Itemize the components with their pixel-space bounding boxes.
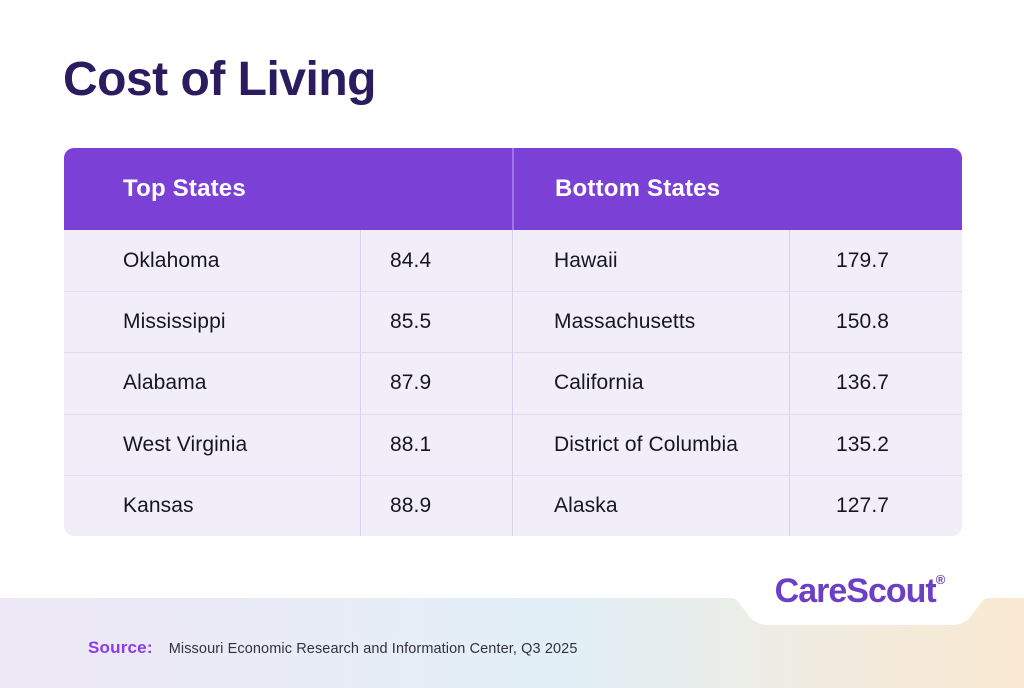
- bottom-states-header: Bottom States: [555, 175, 721, 202]
- state-name: Mississippi: [123, 310, 226, 334]
- carescout-logo-text: CareScout: [774, 572, 937, 610]
- state-value: 87.9: [360, 353, 512, 414]
- source-line: Source: Missouri Economic Research and I…: [88, 638, 577, 658]
- state-name: Kansas: [123, 493, 194, 517]
- top-states-header: Top States: [123, 175, 246, 202]
- source-text: Missouri Economic Research and Informati…: [168, 641, 578, 657]
- state-name: Hawaii: [554, 248, 618, 272]
- state-value: 179.7: [789, 230, 962, 292]
- source-label: Source:: [88, 638, 153, 657]
- state-name: West Virginia: [123, 432, 248, 456]
- state-value: 127.7: [789, 475, 962, 536]
- top-states-column: Oklahoma 84.4 Mississippi 85.5 Alabama 8…: [64, 230, 512, 536]
- table-row: Hawaii 179.7: [513, 230, 962, 292]
- header-divider: [512, 148, 514, 230]
- state-name: District of Columbia: [554, 432, 739, 456]
- state-name: Alaska: [554, 493, 618, 517]
- page-title: Cost of Living: [63, 53, 376, 106]
- table-row: Kansas 88.9: [64, 474, 512, 536]
- table-header-row: Top States Bottom States: [64, 148, 962, 230]
- state-name: Massachusetts: [554, 310, 696, 334]
- table-row: California 136.7: [513, 352, 962, 414]
- carescout-logo: CareScout®: [726, 572, 994, 611]
- state-value: 150.8: [789, 292, 962, 353]
- table-row: West Virginia 88.1: [64, 413, 512, 475]
- state-name: California: [554, 371, 644, 395]
- logo-tab-shape: [726, 597, 994, 625]
- state-name: Alabama: [123, 371, 207, 395]
- registered-trademark-icon: ®: [935, 572, 946, 587]
- table-row: Alabama 87.9: [64, 352, 512, 414]
- state-value: 84.4: [360, 230, 512, 292]
- state-value: 135.2: [789, 414, 962, 475]
- table-row: Mississippi 85.5: [64, 291, 512, 353]
- state-value: 85.5: [360, 292, 512, 353]
- table-row: District of Columbia 135.2: [513, 413, 962, 475]
- table-body: Oklahoma 84.4 Mississippi 85.5 Alabama 8…: [64, 230, 962, 536]
- cost-of-living-table: Top States Bottom States Oklahoma 84.4 M…: [64, 148, 962, 536]
- bottom-states-column: Hawaii 179.7 Massachusetts 150.8 Califor…: [512, 230, 962, 536]
- table-row: Oklahoma 84.4: [64, 230, 512, 292]
- state-value: 136.7: [789, 353, 962, 414]
- state-value: 88.1: [360, 414, 512, 475]
- table-row: Massachusetts 150.8: [513, 291, 962, 353]
- state-name: Oklahoma: [123, 248, 220, 272]
- state-value: 88.9: [360, 475, 512, 536]
- table-row: Alaska 127.7: [513, 474, 962, 536]
